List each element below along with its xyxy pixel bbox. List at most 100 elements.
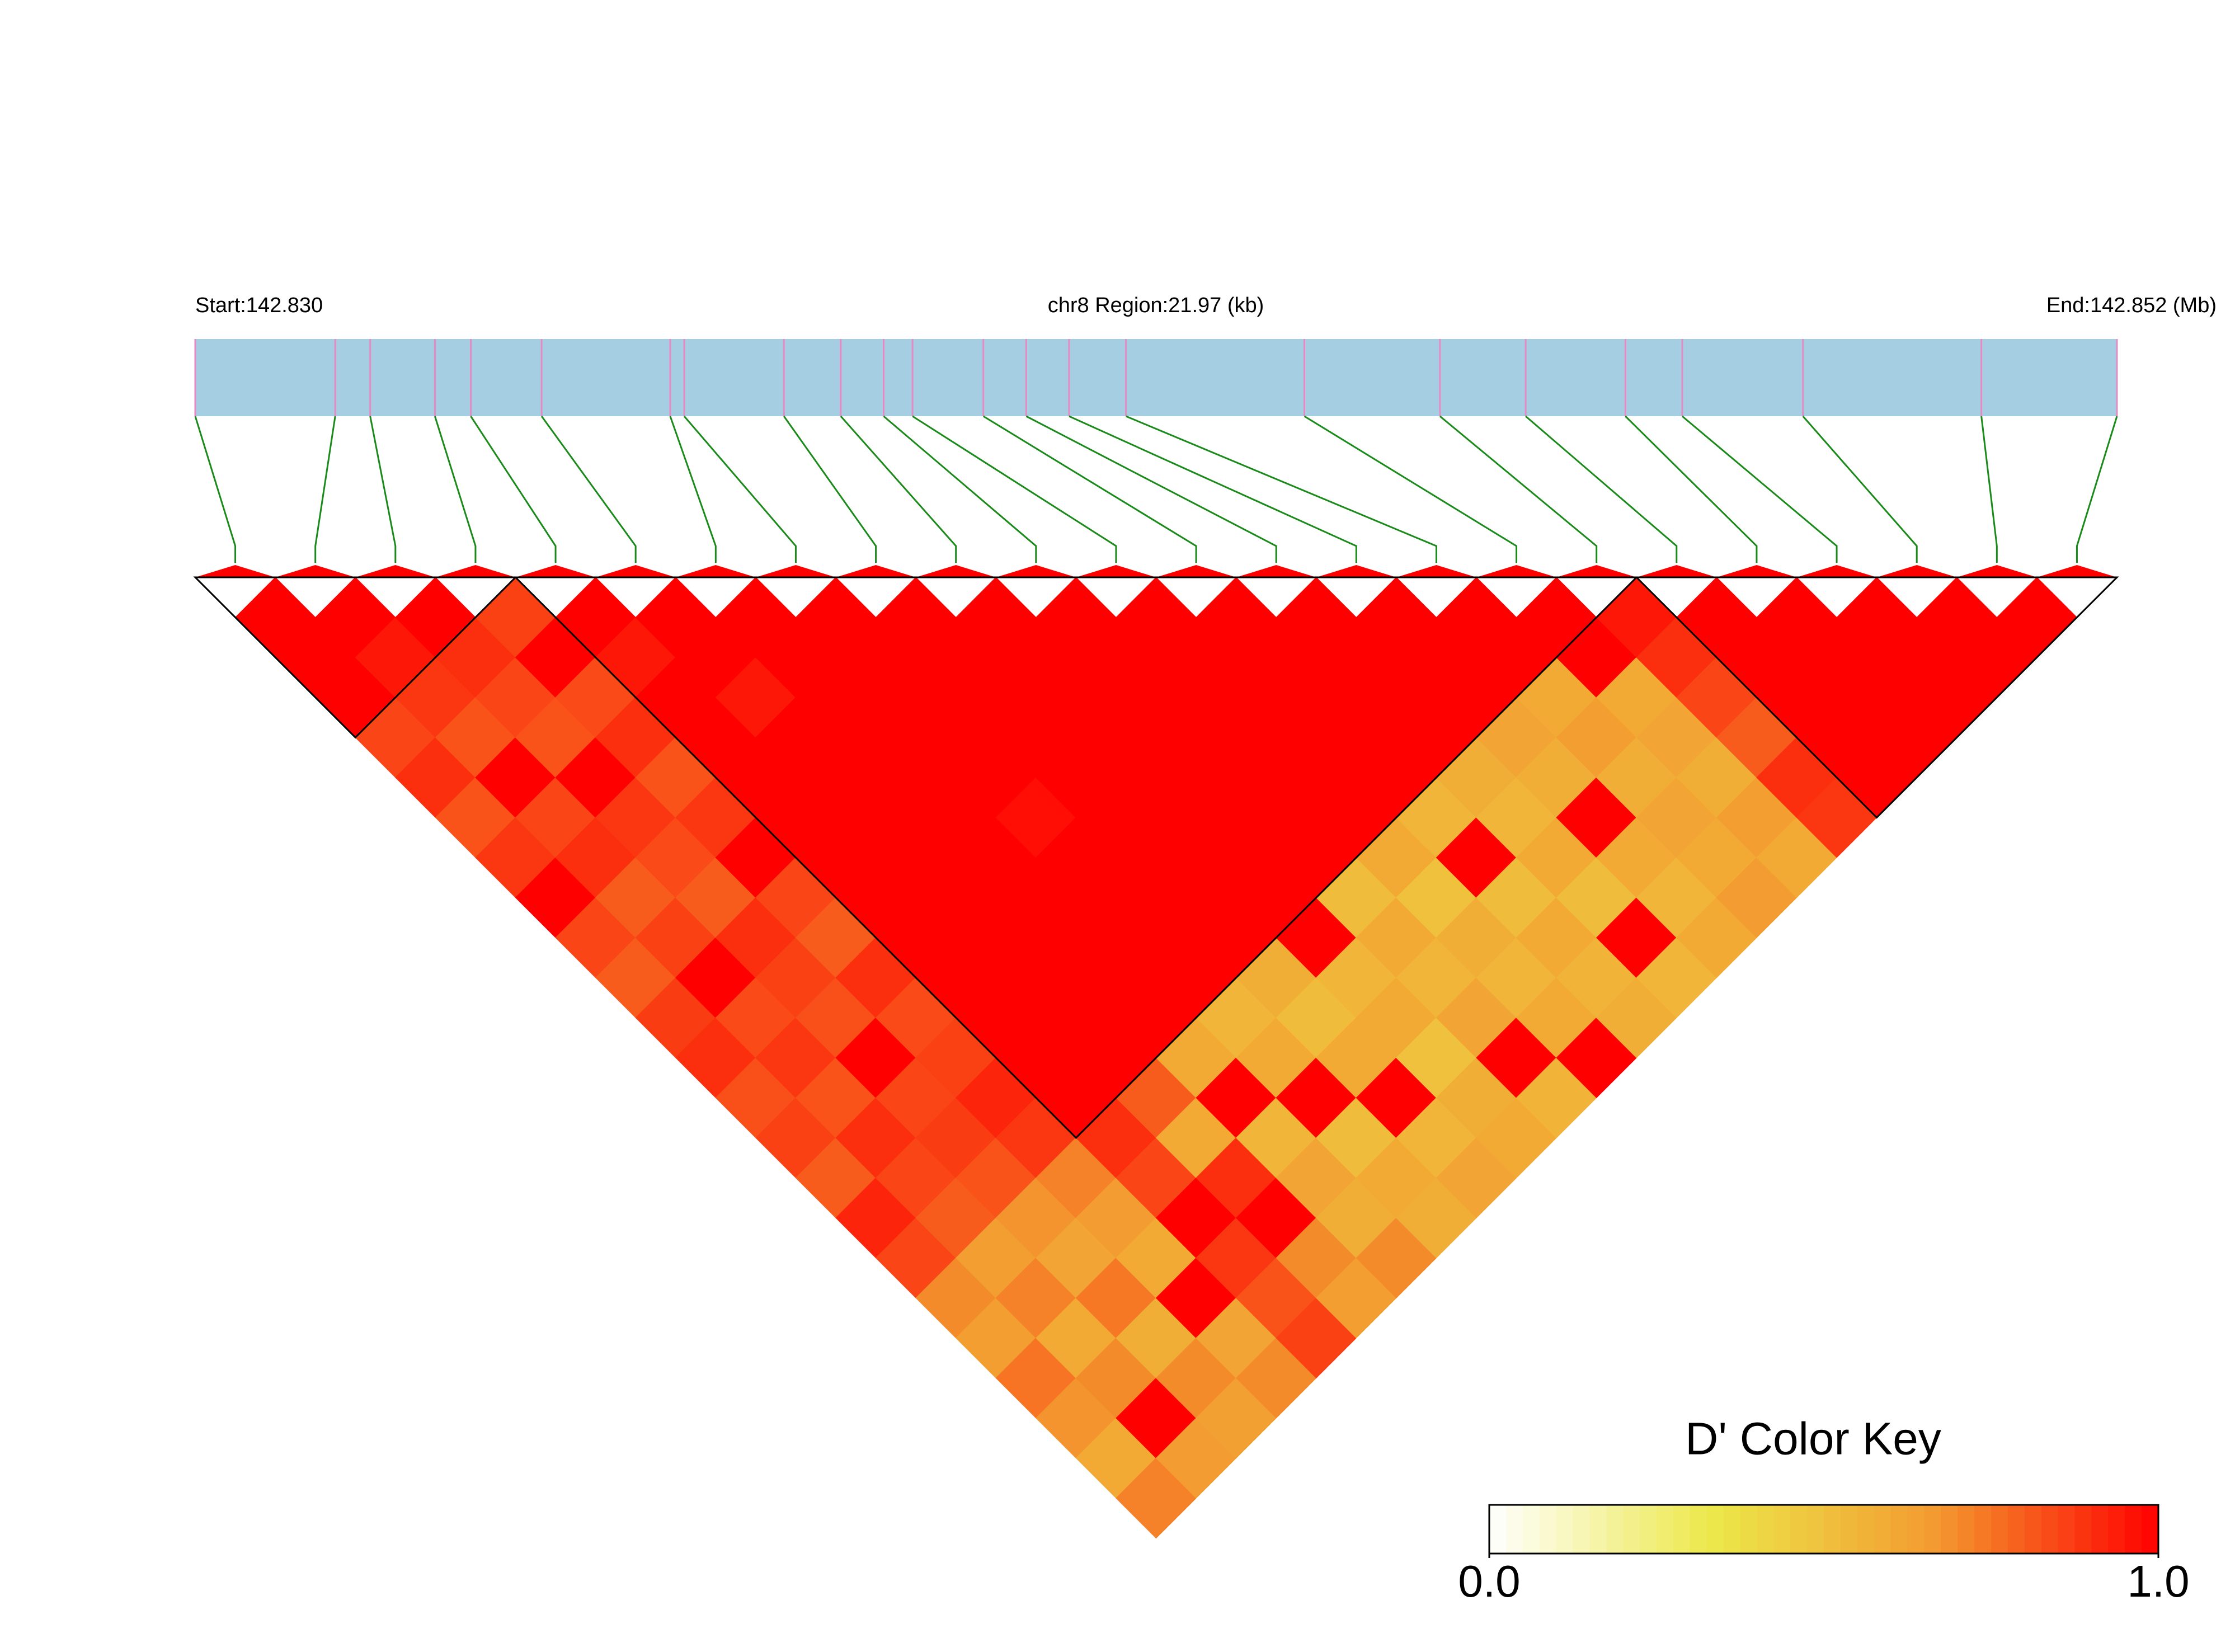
- snp-marker: [1156, 565, 1236, 577]
- snp-marker: [1636, 565, 1717, 577]
- snp-link: [470, 416, 557, 563]
- snp-marker: [595, 565, 676, 577]
- key-swatch: [1890, 1505, 1908, 1554]
- key-swatch: [2007, 1505, 2025, 1554]
- snp-marker: [515, 565, 596, 577]
- key-swatch: [1573, 1505, 1591, 1554]
- snp-marker: [1316, 565, 1396, 577]
- snp-marker: [2036, 565, 2117, 577]
- key-swatch: [1840, 1505, 1858, 1554]
- snp-link: [540, 416, 637, 563]
- key-swatch: [1807, 1505, 1824, 1554]
- key-tick-label: 0.0: [1458, 1556, 1520, 1606]
- snp-link: [1802, 416, 1918, 563]
- key-swatch: [1539, 1505, 1557, 1554]
- key-swatch: [2125, 1505, 2143, 1554]
- snp-marker: [916, 565, 996, 577]
- key-swatch: [2024, 1505, 2042, 1554]
- key-swatch: [1790, 1505, 1808, 1554]
- snp-link: [1525, 415, 1678, 563]
- key-swatch: [1640, 1505, 1657, 1554]
- key-swatch: [1706, 1505, 1724, 1554]
- snp-link: [434, 416, 477, 563]
- snp-link: [194, 416, 237, 563]
- key-swatch: [1757, 1505, 1775, 1554]
- key-swatch: [1857, 1505, 1875, 1554]
- key-tick-label: 1.0: [2127, 1556, 2189, 1606]
- key-swatch: [1740, 1505, 1758, 1554]
- snp-link: [982, 415, 1197, 563]
- snp-marker: [755, 565, 836, 577]
- snp-link: [1625, 415, 1758, 563]
- snp-link: [883, 415, 1037, 563]
- key-swatch: [2041, 1505, 2059, 1554]
- key-swatch: [1589, 1505, 1607, 1554]
- key-swatch: [1874, 1505, 1891, 1554]
- snp-link: [912, 415, 1117, 563]
- key-swatch: [2058, 1505, 2076, 1554]
- key-swatch: [2108, 1505, 2126, 1554]
- snp-link: [314, 416, 336, 563]
- key-swatch: [1657, 1505, 1674, 1554]
- key-swatch: [1974, 1505, 1992, 1554]
- key-swatch: [1907, 1505, 1925, 1554]
- snp-link: [2076, 416, 2118, 563]
- key-swatch: [2142, 1505, 2159, 1554]
- key-swatch: [1673, 1505, 1691, 1554]
- snp-marker: [1556, 565, 1637, 577]
- snp-link: [1125, 415, 1437, 563]
- snp-link: [1681, 415, 1838, 563]
- snp-marker: [1476, 565, 1557, 577]
- snp-marker: [355, 565, 436, 577]
- key-swatch: [1773, 1505, 1791, 1554]
- snp-link: [840, 416, 957, 563]
- key-swatch: [1958, 1505, 1975, 1554]
- snp-marker: [1876, 565, 1957, 577]
- snp-link: [683, 416, 797, 563]
- key-swatch: [2074, 1505, 2092, 1554]
- snp-link: [369, 416, 397, 563]
- key-swatch: [1606, 1505, 1624, 1554]
- ld-block: [1634, 576, 2119, 819]
- snp-marker: [836, 565, 916, 577]
- key-swatch: [1941, 1505, 1959, 1554]
- snp-marker: [1796, 565, 1877, 577]
- region-label: chr8 Region:21.97 (kb): [1048, 294, 1264, 317]
- ld-block: [193, 576, 518, 739]
- snp-link: [669, 416, 717, 563]
- snp-marker: [435, 565, 516, 577]
- key-swatch: [1505, 1505, 1523, 1554]
- snp-marker: [195, 565, 276, 577]
- key-swatch: [1924, 1505, 1942, 1554]
- snp-link: [783, 416, 877, 563]
- snp-marker: [1076, 565, 1156, 577]
- snp-marker: [1236, 565, 1316, 577]
- snp-marker: [1716, 565, 1797, 577]
- snp-link: [1980, 416, 1998, 563]
- snp-marker: [1956, 565, 2037, 577]
- key-swatch: [1522, 1505, 1540, 1554]
- snp-marker: [675, 565, 756, 577]
- snp-marker: [1396, 565, 1476, 577]
- snp-link: [1439, 415, 1598, 563]
- end-label: End:142.852 (Mb): [2046, 294, 2217, 317]
- key-swatch: [2091, 1505, 2109, 1554]
- start-label: Start:142.830: [195, 294, 323, 317]
- key-swatch: [1556, 1505, 1574, 1554]
- region-bar: [195, 339, 2117, 416]
- key-swatch: [1690, 1505, 1707, 1554]
- snp-link: [1025, 415, 1277, 563]
- key-title: D' Color Key: [1685, 1414, 1941, 1465]
- key-swatch: [1824, 1505, 1841, 1554]
- key-swatch: [1723, 1505, 1741, 1554]
- snp-marker: [275, 565, 356, 577]
- key-swatch: [1489, 1505, 1507, 1554]
- snp-link: [1304, 415, 1518, 563]
- key-swatch: [1623, 1505, 1641, 1554]
- ld-block: [513, 576, 1639, 1140]
- key-swatch: [1991, 1505, 2008, 1554]
- snp-marker: [996, 565, 1076, 577]
- snp-link: [1069, 415, 1357, 563]
